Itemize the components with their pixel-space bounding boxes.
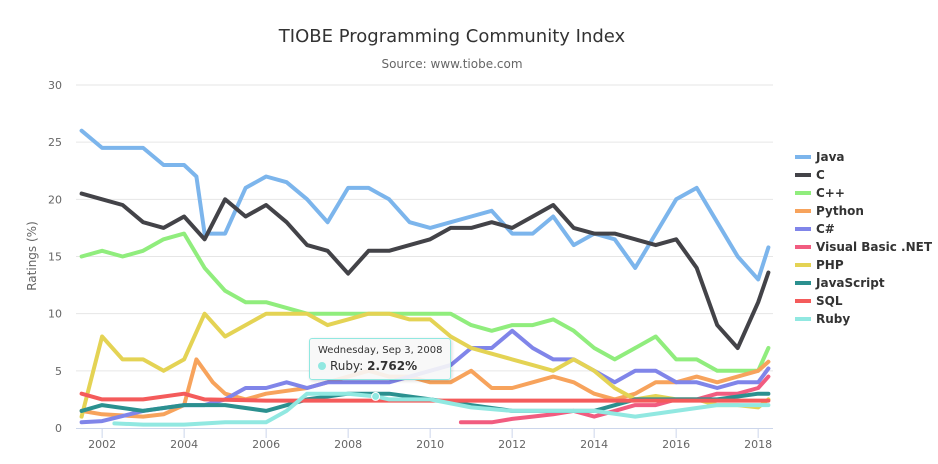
series-line-sql — [79, 391, 771, 403]
legend-swatch — [795, 263, 811, 267]
hover-marker — [371, 391, 381, 401]
legend-item-c-[interactable]: C++ — [795, 186, 845, 200]
tooltip-series-marker — [318, 362, 326, 370]
legend-label: Ruby — [816, 312, 850, 326]
legend-item-ruby[interactable]: Ruby — [795, 312, 850, 326]
x-tick-label: 2008 — [334, 438, 362, 451]
legend-swatch — [795, 245, 811, 249]
series-group — [79, 128, 771, 427]
y-tick-label: 30 — [48, 79, 62, 92]
legend-label: C# — [816, 222, 835, 236]
y-tick-label: 5 — [55, 365, 62, 378]
x-tick-label: 2014 — [580, 438, 608, 451]
legend-label: C++ — [816, 186, 845, 200]
series-line-python — [79, 357, 771, 419]
x-tick-label: 2010 — [416, 438, 444, 451]
legend-label: C — [816, 168, 825, 182]
legend-swatch — [795, 155, 811, 159]
x-tick-label: 2012 — [498, 438, 526, 451]
x-tick-label: 2016 — [662, 438, 690, 451]
y-tick-label: 10 — [48, 308, 62, 321]
legend-item-c-[interactable]: C# — [795, 222, 835, 236]
x-tick-label: 2002 — [88, 438, 116, 451]
x-tick-label: 2018 — [744, 438, 772, 451]
y-tick-label: 20 — [48, 193, 62, 206]
y-axis: 0 5 10 15 20 25 30 — [48, 79, 62, 435]
legend-label: JavaScript — [815, 276, 885, 290]
legend-item-c[interactable]: C — [795, 168, 825, 182]
y-axis-title: Ratings (%) — [25, 221, 39, 291]
legend: Java C C++ Python C# Visual Basic .NET PHP Java… — [795, 150, 933, 326]
legend-swatch — [795, 317, 811, 321]
series-line-c- — [79, 231, 771, 373]
series-line-php — [79, 311, 771, 419]
y-tick-label: 25 — [48, 136, 62, 149]
legend-item-javascript[interactable]: JavaScript — [795, 276, 885, 290]
legend-label: Java — [815, 150, 844, 164]
legend-item-java[interactable]: Java — [795, 150, 844, 164]
chart-subtitle: Source: www.tiobe.com — [381, 57, 522, 71]
series-line-c — [79, 191, 771, 350]
tooltip-value: 2.762% — [367, 359, 418, 373]
chart-title: TIOBE Programming Community Index — [278, 26, 626, 47]
legend-label: SQL — [816, 294, 843, 308]
legend-swatch — [795, 227, 811, 231]
series-line-ruby — [112, 391, 771, 427]
x-axis: 2002 2004 2006 2008 2010 2012 2014 2016 2018 — [76, 428, 773, 451]
legend-item-python[interactable]: Python — [795, 204, 864, 218]
legend-label: PHP — [816, 258, 844, 272]
x-tick-label: 2006 — [252, 438, 280, 451]
legend-swatch — [795, 173, 811, 177]
tooltip: Wednesday, Sep 3, 2008 Ruby: 2.762% — [309, 338, 452, 380]
legend-swatch — [795, 191, 811, 195]
legend-label: Python — [816, 204, 864, 218]
legend-item-visual-basic-net[interactable]: Visual Basic .NET — [795, 240, 933, 254]
legend-swatch — [795, 209, 811, 213]
legend-item-sql[interactable]: SQL — [795, 294, 843, 308]
tooltip-date: Wednesday, Sep 3, 2008 — [318, 345, 443, 356]
series-line-java — [79, 128, 771, 282]
tooltip-series-label: Ruby: — [330, 359, 368, 373]
series-line-visual-basic-net — [458, 374, 771, 425]
y-tick-label: 0 — [55, 422, 62, 435]
legend-swatch — [795, 299, 811, 303]
y-tick-label: 15 — [48, 251, 62, 264]
legend-swatch — [795, 281, 811, 285]
legend-item-php[interactable]: PHP — [795, 258, 844, 272]
x-tick-label: 2004 — [170, 438, 198, 451]
legend-label: Visual Basic .NET — [816, 240, 933, 254]
